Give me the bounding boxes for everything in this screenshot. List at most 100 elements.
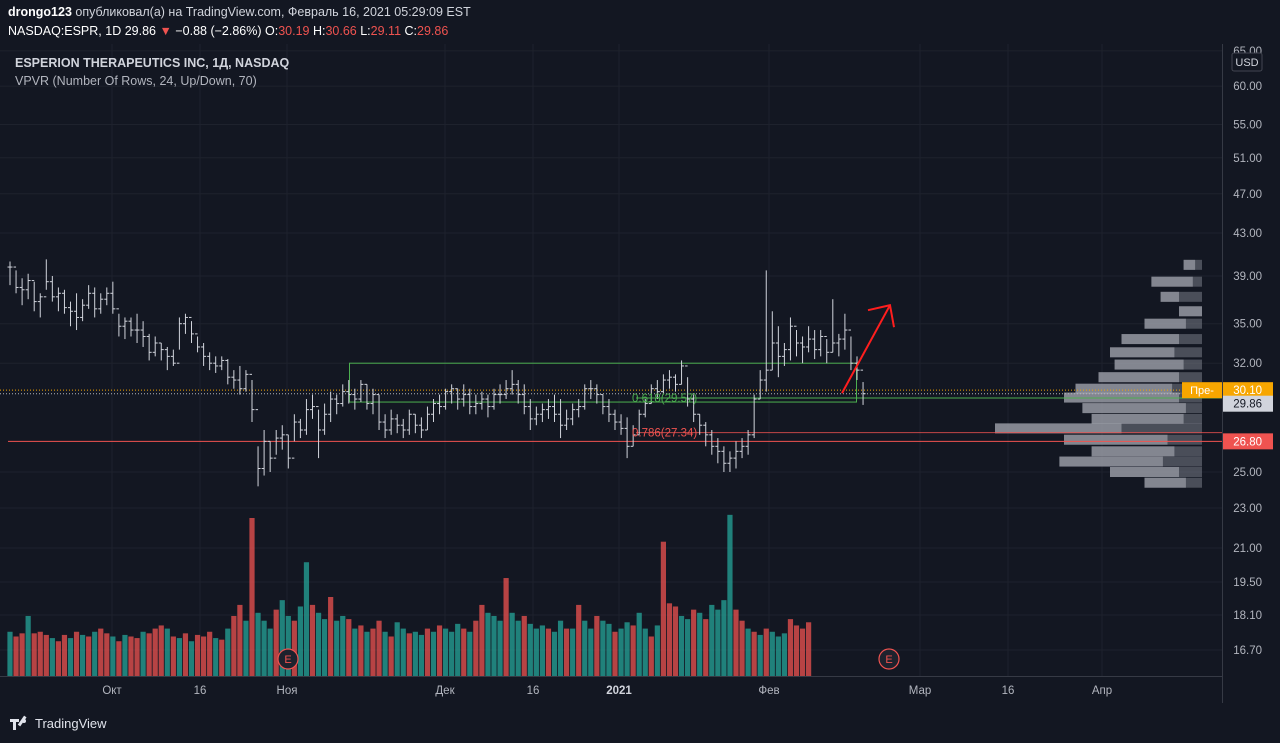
volume-profile-row [1160,291,1202,302]
volume-bar [86,636,92,676]
ohlc-bar [648,384,654,405]
ohlc-bar [364,383,370,410]
ohlc-bar [739,438,745,459]
ohlc-bar [412,413,418,434]
volume-bar [594,615,600,676]
volume-profile-row-down [1151,276,1193,287]
ohlc-bar [37,293,43,318]
currency-box [1231,52,1263,72]
volume-bar [672,606,679,676]
volume-bar [128,636,134,676]
ohlc-bar [334,394,340,415]
time-tick-label: Окт [102,685,122,697]
earnings-label: E [885,654,892,666]
volume-bar [146,633,152,676]
volume-bar [231,615,237,676]
volume-bar [727,514,733,676]
ohlc-bar [346,380,352,404]
price-tick-label: 25.00 [1233,467,1262,479]
ohlc-bar [388,409,394,435]
volume-profile-row-down [1144,477,1186,488]
ohlc-bar [110,281,116,314]
volume-bar [364,631,370,676]
ohlc-bar [679,360,685,385]
volume-bar [201,636,207,676]
ohlc-bar [654,380,660,400]
ohlc-bar [19,278,25,306]
volume-bar [388,636,394,676]
volume-bar [412,631,418,676]
volume-bar [557,620,564,676]
volume-bar [564,628,570,676]
price-tick-label: 23.00 [1233,503,1262,515]
volume-bar [49,638,55,676]
volume-bar [406,633,412,676]
volume-profile-row-down [1109,347,1175,358]
volume-bar [418,634,424,676]
ohlc-bar [406,409,412,435]
tradingview-logo[interactable]: TradingView [10,715,107,731]
ohlc-bar [491,388,497,410]
volume-bar [509,612,515,676]
volume-bar [666,603,673,676]
time-tick-label: Мар [909,685,932,697]
volume-bar [781,633,787,676]
price-tick-label: 32.00 [1233,358,1262,370]
ohlc-bar [509,370,515,395]
price-axis[interactable]: 65.0060.0055.0051.0047.0043.0039.0035.00… [1182,44,1280,704]
ohlc-bar [691,394,697,423]
legend-indicator[interactable]: VPVR (Number Of Rows, 24, Up/Down, 70) [15,74,257,88]
volume-bar [194,634,201,676]
volume-bar [697,612,703,676]
ohlc-bar [370,388,376,415]
volume-bar [691,609,697,676]
arrow-head-icon [867,303,895,328]
time-tick-label: Ноя [277,685,298,697]
volume-bar [793,625,800,676]
volume-bar [370,628,376,676]
premarket-price-label: 30.10 [1233,385,1262,397]
volume-profile-row-down [1091,413,1184,424]
high-value: 30.66 [325,24,357,38]
volume-bar [334,620,340,676]
annotations-under [0,362,1222,442]
ohlc-bar [164,346,170,371]
ohlc-bar [775,326,781,378]
ohlc-bar [255,409,261,487]
price-axis-bg [1223,44,1280,704]
ohlc-bar [727,451,733,472]
earnings-marker-icon [878,648,900,670]
volume-bar [715,609,721,676]
legend-title[interactable]: ESPERION THERAPEUTICS INC, 1Д, NASDAQ [15,56,290,70]
volume-bar [346,619,352,676]
volume-bar [733,609,739,676]
ohlc-bar [182,313,188,334]
price-tick-label: 21.00 [1233,543,1262,555]
volume-bar [182,633,189,676]
ohlc-bar [98,293,104,314]
volume-bar [485,612,491,676]
ohlc-bar [352,388,358,410]
volume-bar [80,634,86,676]
volume-bar [31,633,37,676]
volume-bar [515,620,521,676]
volume-bar [521,615,527,676]
ohlc-bar [582,384,588,410]
ohlc-bar [800,336,806,364]
ohlc-bar [642,399,648,418]
time-axis[interactable]: Окт 16 Ноя Дек 16 2021 Фев Мар 16 Апр [102,685,1112,697]
volume-bar [806,622,812,676]
high-label: H: [312,24,326,38]
volume-bar [479,604,485,676]
ohlc-bar [467,388,473,415]
low-value: 29.11 [370,24,402,38]
ohlc-bar [812,330,818,360]
volume-bar [660,541,666,676]
ohlc-bar [382,414,388,439]
author-name[interactable]: drongo123 [8,5,72,19]
volume-profile-row-down [1098,372,1179,383]
ohlc-bar [291,414,297,459]
price-tick-label: 39.00 [1233,271,1262,283]
time-tick-label: Апр [1092,685,1112,697]
